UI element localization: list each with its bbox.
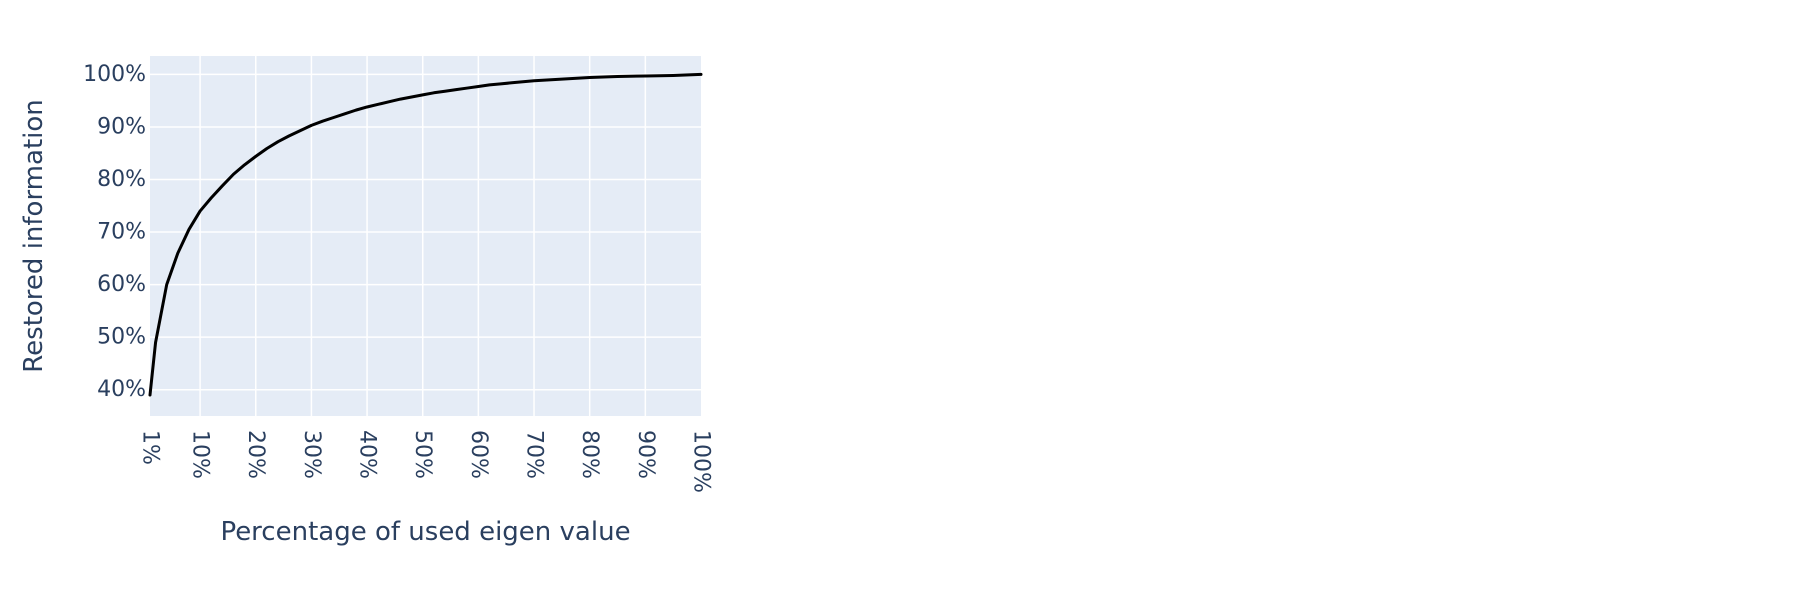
- y-tick-label: 50%: [97, 325, 146, 350]
- y-axis-title: Restored information: [19, 99, 49, 372]
- x-gridlines: [199, 56, 647, 416]
- x-tick-label: 70%: [522, 430, 547, 479]
- x-tick-label: 20%: [243, 430, 268, 479]
- x-tick-label: 40%: [355, 430, 380, 479]
- x-tick-label: 50%: [410, 430, 435, 479]
- x-tick-label: 60%: [466, 430, 491, 479]
- x-tick-label: 80%: [577, 430, 602, 479]
- y-tick-label: 60%: [97, 272, 146, 297]
- y-tick-label: 40%: [97, 377, 146, 402]
- plot-area: [150, 56, 701, 416]
- x-tick-label: 90%: [633, 430, 658, 479]
- x-axis-title: Percentage of used eigen value: [220, 517, 630, 547]
- series-line: [148, 72, 703, 397]
- x-tick-label: 10%: [188, 430, 213, 479]
- x-tick-label: 30%: [299, 430, 324, 479]
- series-layer: [148, 72, 703, 397]
- y-gridlines: [150, 73, 701, 391]
- x-tick-label: 1%: [138, 430, 163, 465]
- x-tick-label: 100%: [689, 430, 714, 493]
- y-tick-label: 80%: [97, 167, 146, 192]
- y-tick-label: 90%: [97, 114, 146, 139]
- y-tick-label: 70%: [97, 220, 146, 245]
- x-axis-ticks: 1% 10% 20% 30% 40% 50% 60% 70% 80% 90% 100%: [138, 430, 714, 493]
- y-axis-ticks: 40% 50% 60% 70% 80% 90% 100%: [83, 62, 146, 402]
- y-tick-label: 100%: [83, 62, 146, 87]
